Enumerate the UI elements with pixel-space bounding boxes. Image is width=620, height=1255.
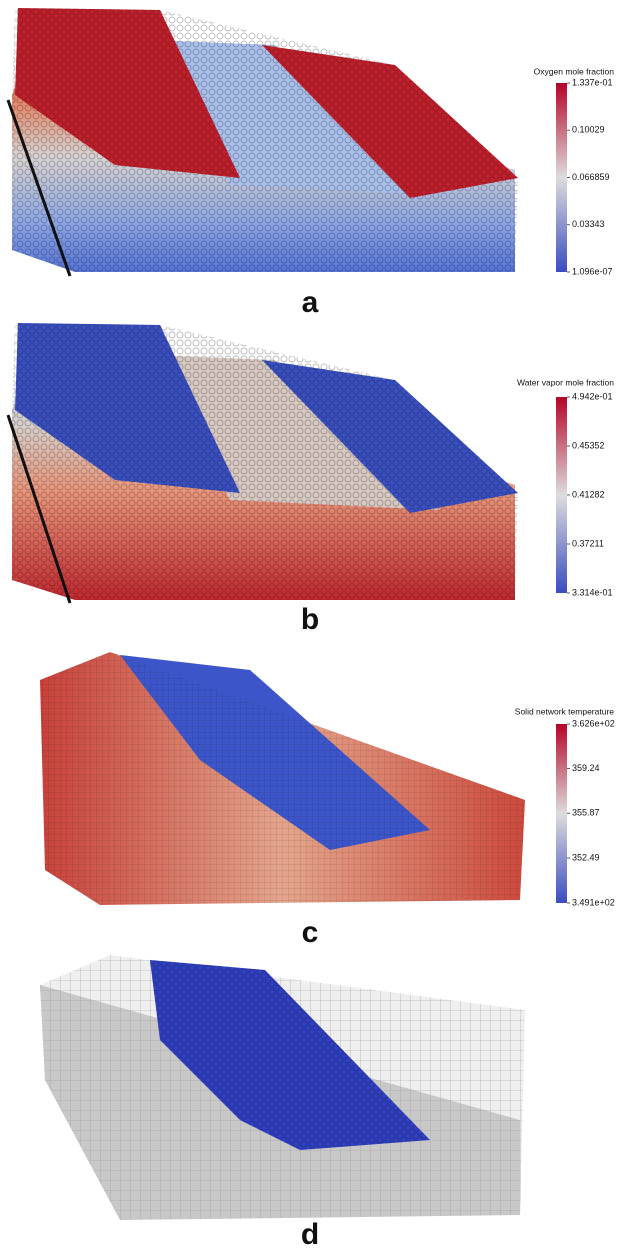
tick-label: 3.491e+02 — [572, 897, 615, 907]
colorbar — [556, 397, 567, 593]
tick-label: 3.626e+02 — [572, 718, 615, 728]
tick-label: 352.49 — [572, 852, 600, 862]
colorbar-b: Water vapor mole fraction — [517, 377, 614, 593]
panel-d-render — [40, 955, 525, 1220]
tick-label: 0.41282 — [572, 489, 605, 499]
tick-label: 0.45352 — [572, 440, 605, 450]
colorbar-title: Oxygen mole fraction — [534, 66, 615, 76]
tick-label: 355.87 — [572, 808, 600, 818]
panel-a-render — [6, 8, 518, 277]
panel-label: c — [302, 916, 319, 949]
colorbar — [556, 724, 567, 903]
tick-label: 359.24 — [572, 763, 600, 773]
tick-label: 3.314e-01 — [572, 587, 613, 597]
colorbar-title: Water vapor mole fraction — [517, 377, 614, 387]
colorbar-a: Oxygen mole fraction — [534, 66, 615, 272]
colorbar-title: Solid network temperature — [515, 706, 614, 716]
colorbar — [556, 83, 567, 272]
panel-c-render — [40, 652, 525, 905]
tick-label: 1.096e-07 — [572, 266, 613, 276]
tick-label: 0.066859 — [572, 172, 610, 182]
colorbar-c: Solid network temperature — [515, 706, 614, 903]
tick-label: 0.03343 — [572, 219, 605, 229]
tick-label: 1.337e-01 — [572, 77, 613, 87]
panel-label: d — [301, 1218, 319, 1251]
tick-label: 0.10029 — [572, 125, 605, 135]
tick-label: 4.942e-01 — [572, 391, 613, 401]
tick-label: 0.37211 — [572, 538, 604, 548]
panel-label: a — [302, 286, 319, 319]
panel-label: b — [301, 603, 319, 636]
panel-b-render — [6, 323, 518, 604]
